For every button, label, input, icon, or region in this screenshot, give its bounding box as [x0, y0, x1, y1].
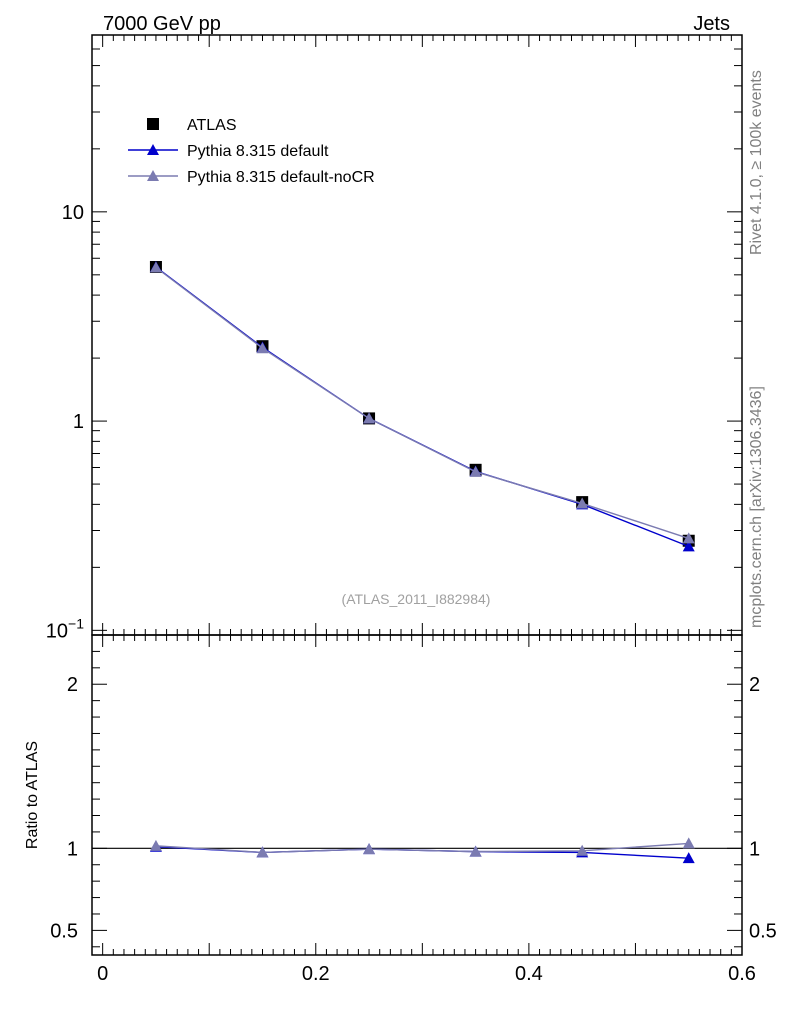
ratio-y-tick-label-right: 0.5	[749, 920, 777, 942]
legend-label: ATLAS	[187, 117, 237, 134]
ratio-y-tick-label-right: 1	[749, 838, 760, 860]
x-tick-label-0_6: 0.6	[728, 963, 756, 985]
ratio-pythia-default-nocr-point	[469, 845, 482, 857]
header-right: Jets	[693, 13, 730, 35]
ratio-axis-title: Ratio to ATLAS	[24, 741, 41, 849]
legend-marker-square	[147, 118, 159, 130]
ratio-y-tick-label: 2	[67, 674, 78, 696]
ratio-pythia-default-nocr-point	[149, 839, 162, 851]
pythia-default-nocr-point	[682, 532, 695, 544]
pythia-default-nocr-point	[363, 412, 376, 424]
ratio-pythia-default-nocr-point	[363, 843, 376, 855]
pythia-default-nocr-point	[149, 261, 162, 273]
ratio-pythia-default-nocr-line	[155, 842, 689, 854]
legend-label: Pythia 8.315 default	[187, 143, 329, 160]
pythia-default-point	[682, 540, 695, 552]
pythia-default-nocr-point	[469, 465, 482, 477]
pythia-default-nocr-point	[576, 497, 589, 509]
ratio-plot-panel: 0 0.2 0.4 0.6 0.5 0.5 1 1 2 2	[50, 634, 777, 985]
pythia-default-line	[155, 266, 689, 547]
ratio-pythia-default-nocr-point	[576, 844, 589, 856]
ratio-y-tick-label-right: 2	[749, 674, 760, 696]
analysis-watermark: (ATLAS_2011_I882984)	[342, 591, 491, 607]
main-y-tick-label: 1	[73, 411, 84, 433]
legend-marker-triangle	[147, 170, 159, 181]
x-tick-label-0: 0	[97, 963, 108, 985]
header-left: 7000 GeV pp	[103, 13, 221, 35]
main-y-tick-label: 10	[62, 202, 84, 224]
ratio-pythia-default-point	[682, 852, 695, 864]
ratio-pythia-default-nocr-point	[682, 837, 695, 849]
source-label: mcplots.cern.ch [arXiv:1306.3436]	[748, 386, 765, 628]
main-y-tick-label: 10−1	[46, 615, 84, 642]
pythia-default-nocr-line	[155, 266, 689, 540]
rivet-label: Rivet 4.1.0, ≥ 100k events	[748, 70, 765, 255]
ratio-y-tick-label: 1	[67, 838, 78, 860]
main-plot-panel: 10−1 1 10 ATLAS Pythia 8.315 default Pythia 8…	[46, 34, 743, 642]
legend-item-3: Pythia 8.315 default-noCR	[128, 169, 375, 186]
legend: ATLAS Pythia 8.315 default Pythia 8.315 de…	[128, 117, 375, 186]
legend-item-1: ATLAS	[147, 117, 237, 134]
pythia-default-nocr-point	[256, 342, 269, 354]
legend-marker-triangle	[147, 144, 159, 155]
legend-item-2: Pythia 8.315 default	[128, 143, 329, 160]
x-tick-label-0_4: 0.4	[515, 963, 543, 985]
ratio-frame	[91, 634, 743, 956]
x-tick-label-0_2: 0.2	[302, 963, 330, 985]
ratio-y-tick-label: 0.5	[50, 920, 78, 942]
ratio-pythia-default-nocr-point	[256, 846, 269, 858]
legend-label: Pythia 8.315 default-noCR	[187, 169, 375, 186]
